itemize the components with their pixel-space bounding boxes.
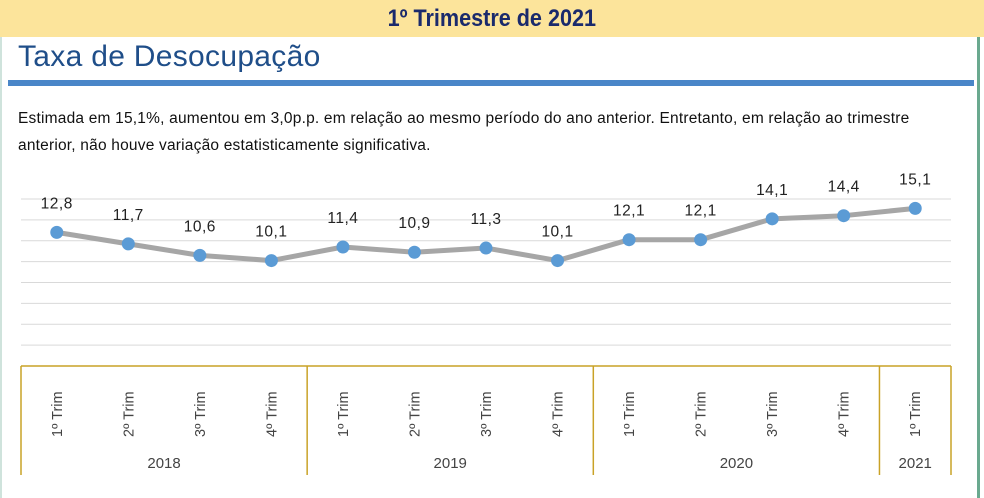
title-divider (8, 80, 974, 86)
data-label: 11,3 (470, 211, 501, 228)
x-tick-label: 3º Trim (479, 391, 495, 437)
data-label: 10,6 (184, 218, 216, 235)
x-tick-label: 1º Trim (50, 391, 66, 437)
data-point (336, 240, 350, 254)
data-point (837, 209, 851, 223)
data-label: 14,4 (828, 179, 860, 196)
x-tick-label: 4º Trim (837, 391, 853, 437)
data-point (479, 241, 493, 255)
year-group-label: 2019 (434, 455, 467, 472)
year-group-label: 2020 (720, 455, 753, 472)
data-label: 11,7 (113, 207, 144, 224)
report-banner: 1º Trimestre de 2021 (0, 0, 984, 37)
data-point (622, 233, 636, 247)
data-point (407, 245, 421, 259)
data-label: 10,1 (541, 224, 573, 241)
x-tick-label: 1º Trim (622, 391, 638, 437)
data-point (50, 225, 64, 239)
x-tick-label: 3º Trim (765, 391, 781, 437)
data-point (121, 237, 135, 251)
page-title: Taxa de Desocupação (18, 40, 321, 73)
x-tick-label: 2º Trim (694, 391, 710, 437)
x-tick-label: 1º Trim (908, 391, 924, 437)
content-frame (0, 37, 980, 498)
x-tick-label: 3º Trim (193, 391, 209, 437)
banner-title: 1º Trimestre de 2021 (387, 5, 597, 32)
x-tick-label: 2º Trim (407, 391, 423, 437)
data-label: 10,9 (398, 215, 430, 232)
year-group-label: 2021 (899, 455, 932, 472)
data-label: 12,8 (41, 195, 73, 212)
data-point (694, 233, 708, 247)
data-point (551, 254, 565, 268)
x-tick-label: 2º Trim (121, 391, 137, 437)
x-tick-label: 4º Trim (551, 391, 567, 437)
data-label: 12,1 (685, 203, 717, 220)
year-group-label: 2018 (147, 455, 180, 472)
x-tick-label: 1º Trim (336, 391, 352, 437)
description-text: Estimada em 15,1%, aumentou em 3,0p.p. e… (18, 110, 910, 154)
data-point (193, 248, 207, 262)
data-label: 12,1 (613, 203, 645, 220)
data-label: 10,1 (255, 224, 287, 241)
x-tick-label: 4º Trim (264, 391, 280, 437)
data-point (765, 212, 779, 226)
data-label: 11,4 (327, 210, 358, 227)
data-label: 15,1 (899, 171, 931, 188)
data-point (908, 201, 922, 215)
data-point (264, 254, 278, 268)
data-label: 14,1 (756, 182, 788, 199)
